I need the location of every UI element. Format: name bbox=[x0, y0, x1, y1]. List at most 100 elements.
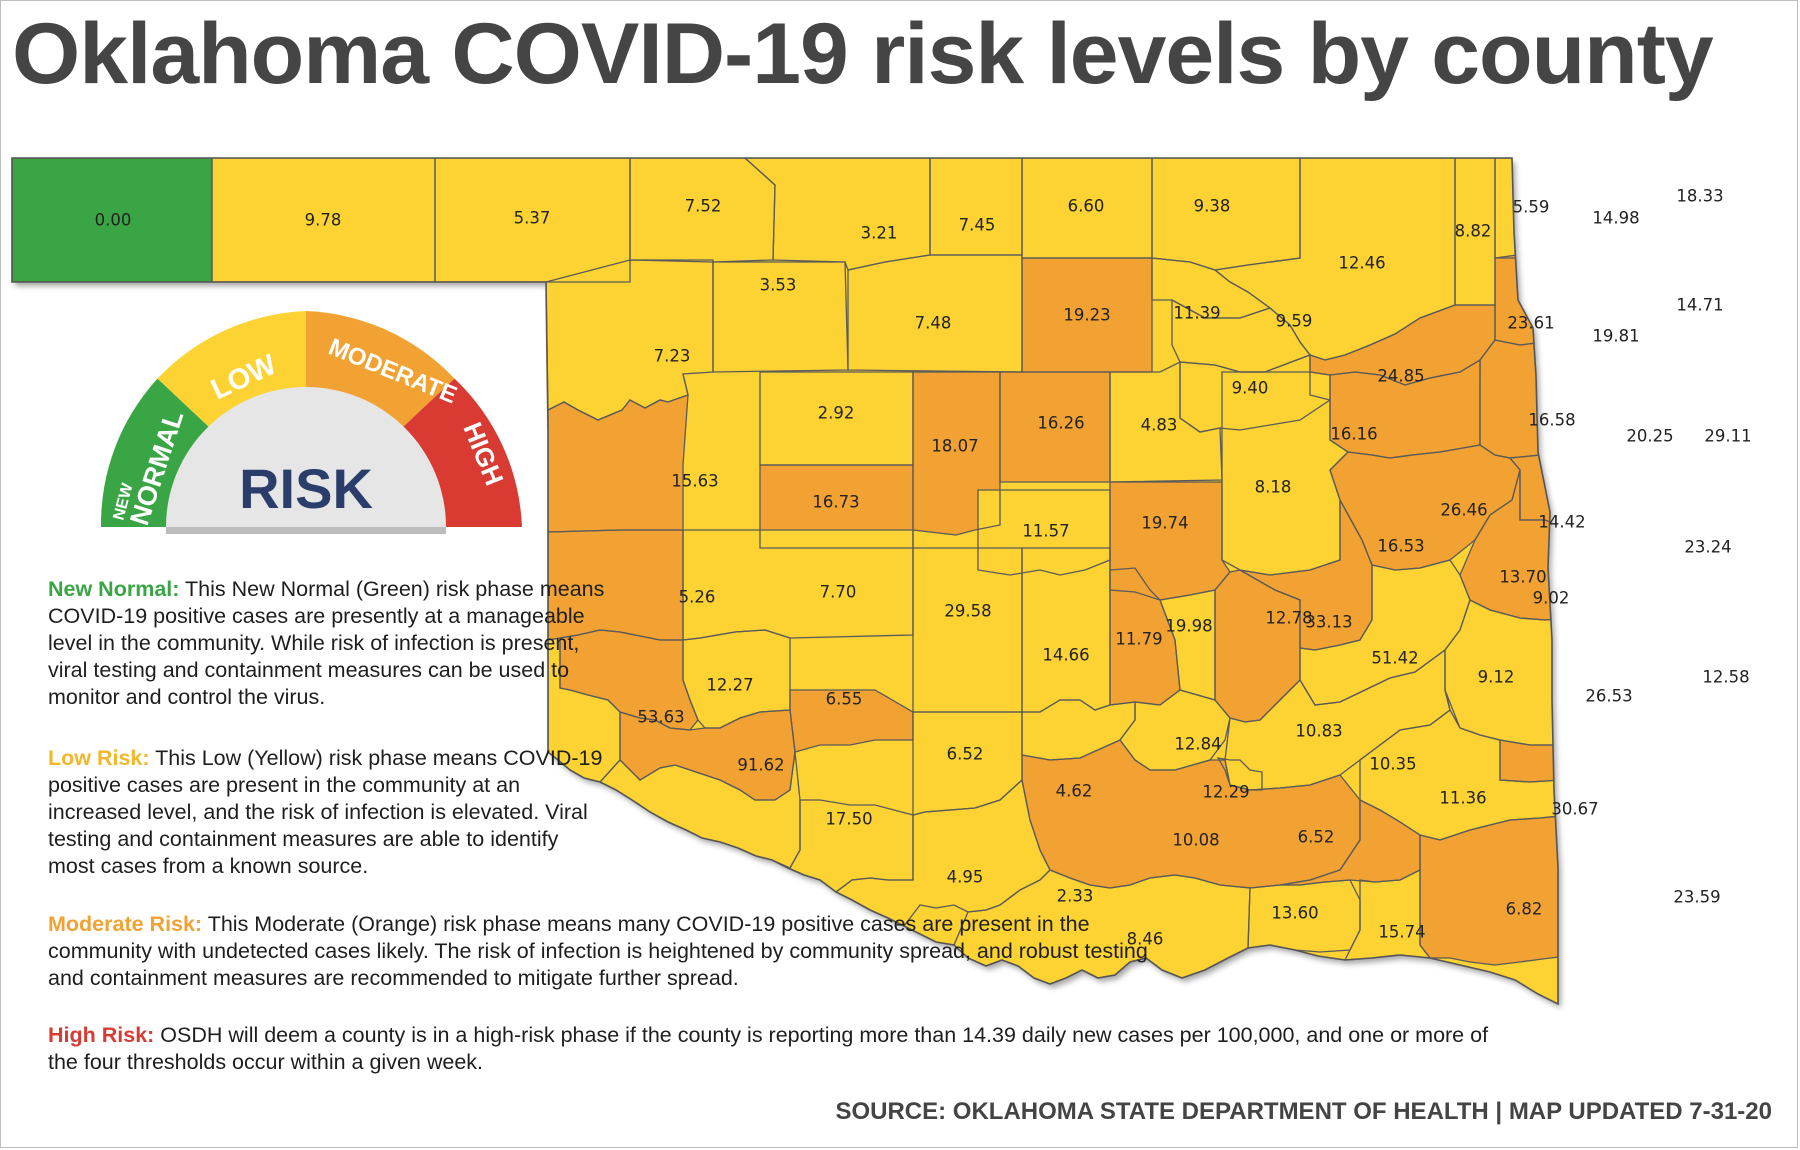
county-value-label: 15.63 bbox=[671, 472, 718, 491]
county-region bbox=[745, 158, 930, 270]
county-region bbox=[546, 260, 713, 420]
county-value-label: 10.35 bbox=[1369, 755, 1416, 774]
county-value-label: 30.67 bbox=[1551, 800, 1598, 819]
county-value-label: 6.52 bbox=[947, 745, 984, 764]
county-region bbox=[1300, 560, 1470, 705]
county-region bbox=[1022, 548, 1110, 712]
county-fills bbox=[12, 158, 1760, 984]
county-value-label: 7.70 bbox=[820, 583, 857, 602]
county-region bbox=[1110, 362, 1222, 482]
county-value-label: 7.52 bbox=[685, 197, 722, 216]
county-value-label: 9.02 bbox=[1533, 589, 1570, 608]
county-region bbox=[1022, 740, 1360, 888]
county-value-label: 26.46 bbox=[1440, 501, 1487, 520]
county-region bbox=[760, 465, 913, 548]
county-value-label: 29.11 bbox=[1704, 427, 1751, 446]
county-value-label: 4.83 bbox=[1141, 416, 1178, 435]
county-border bbox=[1494, 158, 1558, 259]
county-region bbox=[760, 372, 913, 465]
county-value-label: 3.53 bbox=[760, 276, 797, 295]
county-value-label: 91.62 bbox=[737, 756, 784, 775]
county-region bbox=[713, 262, 848, 372]
county-region bbox=[12, 158, 212, 282]
county-region bbox=[1215, 570, 1300, 722]
county-region bbox=[1152, 258, 1270, 318]
county-region bbox=[913, 548, 1022, 712]
county-border bbox=[789, 689, 914, 753]
county-region bbox=[954, 870, 1250, 984]
county-value-label: 19.23 bbox=[1063, 306, 1110, 325]
county-value-label: 9.40 bbox=[1232, 379, 1269, 398]
county-value-label: 17.50 bbox=[825, 810, 872, 829]
county-region bbox=[600, 752, 800, 868]
risk-gauge: NEW NORMAL LOW MODERATE HIGH RISK bbox=[100, 311, 522, 534]
county-border bbox=[1570, 330, 1660, 505]
county-value-label: 13.70 bbox=[1499, 568, 1546, 587]
legend-term: Low Risk: bbox=[48, 746, 150, 770]
county-value-label: 12.29 bbox=[1202, 783, 1249, 802]
county-value-label: 10.83 bbox=[1295, 722, 1342, 741]
county-region bbox=[1022, 700, 1135, 760]
county-value-label: 7.48 bbox=[915, 314, 952, 333]
oklahoma-county-map: 0.00 9.78 5.37 7.52 3.21 7.45 6.60 9.38 12.46 8.8… bbox=[11, 157, 1760, 1006]
county-region bbox=[548, 374, 688, 532]
county-value-label: 29.58 bbox=[944, 602, 991, 621]
county-region bbox=[1248, 880, 1360, 952]
county-value-label: 24.85 bbox=[1377, 367, 1424, 386]
county-value-label: 9.59 bbox=[1276, 312, 1313, 331]
gauge-center-dial bbox=[166, 387, 446, 531]
county-value-label: 6.60 bbox=[1068, 197, 1105, 216]
county-value-label: 18.33 bbox=[1676, 187, 1723, 206]
county-value-label: 11.57 bbox=[1022, 522, 1069, 541]
county-value-label: 0.00 bbox=[95, 211, 132, 230]
county-region bbox=[1310, 305, 1495, 385]
county-value-label: 10.08 bbox=[1172, 831, 1219, 850]
county-region bbox=[1345, 870, 1430, 960]
county-region bbox=[1222, 372, 1348, 575]
county-value-label: 6.55 bbox=[826, 690, 863, 709]
county-value-label: 8.18 bbox=[1255, 478, 1292, 497]
county-value-label: 11.36 bbox=[1439, 789, 1486, 808]
legend-moderate-risk: Moderate Risk: This Moderate (Orange) ri… bbox=[48, 911, 1148, 992]
source-credit: SOURCE: OKLAHOMA STATE DEPARTMENT OF HEA… bbox=[835, 1098, 1772, 1125]
legend-description: This Moderate (Orange) risk phase means … bbox=[48, 912, 1148, 990]
gauge-segment-moderate bbox=[306, 311, 455, 432]
county-value-label: 23.24 bbox=[1684, 538, 1731, 557]
county-region bbox=[1022, 258, 1152, 372]
county-value-label: 4.95 bbox=[947, 868, 984, 887]
county-value-label: 11.39 bbox=[1173, 304, 1220, 323]
county-region bbox=[1160, 590, 1215, 700]
county-region bbox=[630, 158, 775, 262]
county-value-label: 3.21 bbox=[861, 224, 898, 243]
county-value-label: 16.73 bbox=[812, 493, 859, 512]
county-value-label: 12.58 bbox=[1702, 668, 1749, 687]
gauge-center-label: RISK bbox=[239, 457, 373, 520]
county-region bbox=[788, 800, 913, 892]
legend-description: This New Normal (Green) risk phase means… bbox=[48, 577, 605, 709]
county-region bbox=[836, 780, 1050, 926]
county-region bbox=[1630, 618, 1760, 790]
county-region bbox=[1240, 500, 1372, 650]
county-value-label: 12.46 bbox=[1338, 254, 1385, 273]
county-region bbox=[212, 158, 435, 282]
county-value-label: 16.53 bbox=[1377, 537, 1424, 556]
county-border bbox=[1419, 799, 1558, 966]
county-value-label: 4.62 bbox=[1056, 782, 1093, 801]
county-region bbox=[848, 255, 1022, 372]
county-value-label: 12.27 bbox=[706, 676, 753, 695]
county-value-label: 6.82 bbox=[1506, 900, 1543, 919]
county-region bbox=[1480, 330, 1558, 458]
county-value-label: 16.16 bbox=[1330, 425, 1377, 444]
county-region bbox=[1120, 690, 1230, 770]
county-border bbox=[1216, 757, 1263, 791]
county-region bbox=[1420, 800, 1558, 965]
county-value-label: 23.61 bbox=[1507, 314, 1554, 333]
county-value-label: 2.92 bbox=[818, 404, 855, 423]
county-value-label: 8.46 bbox=[1127, 930, 1164, 949]
county-region bbox=[790, 690, 913, 752]
county-value-label: 53.63 bbox=[637, 708, 684, 727]
county-region bbox=[560, 630, 698, 730]
county-value-label: 5.37 bbox=[514, 209, 551, 228]
gauge-segment-new-normal bbox=[100, 378, 214, 527]
